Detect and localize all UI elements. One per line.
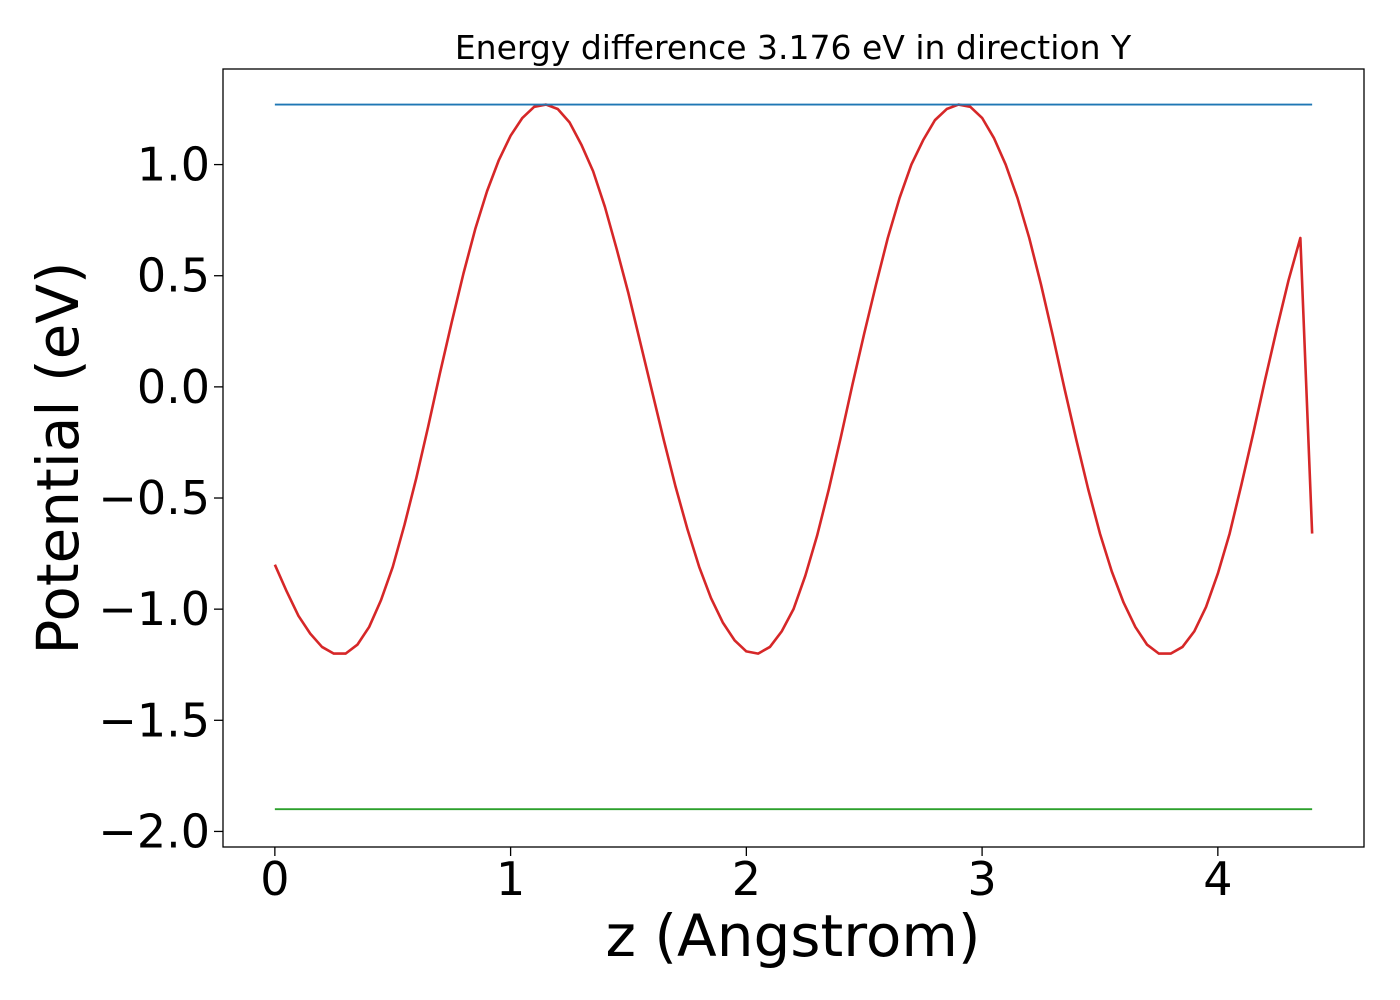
series-line-1 <box>273 103 1314 655</box>
y-axis: 1.0 0.5 0.0 −0.5 −1.0 −1.5 −2.0 <box>98 138 223 858</box>
y-tick-label: −2.0 <box>98 804 210 858</box>
plot-lines <box>273 103 1314 811</box>
plot-frame <box>222 68 1365 848</box>
y-tick-label: 0.0 <box>137 360 210 414</box>
y-tick-label: 1.0 <box>137 138 210 192</box>
x-tick-label: 1 <box>496 852 525 906</box>
x-axis: 0 1 2 3 4 <box>260 847 1232 906</box>
x-tick-label: 4 <box>1203 852 1232 906</box>
y-axis-label: Potential (eV) <box>24 261 92 654</box>
y-tick-label: 0.5 <box>137 249 210 303</box>
y-tick-label: −1.5 <box>98 693 210 747</box>
x-tick-label: 3 <box>967 852 996 906</box>
y-tick-label: −0.5 <box>98 471 210 525</box>
x-tick-label: 0 <box>260 852 289 906</box>
y-tick-label: −1.0 <box>98 582 210 636</box>
chart-title: Energy difference 3.176 eV in direction … <box>455 28 1132 67</box>
x-tick-label: 2 <box>732 852 761 906</box>
x-axis-label: z (Angstrom) <box>606 902 981 970</box>
